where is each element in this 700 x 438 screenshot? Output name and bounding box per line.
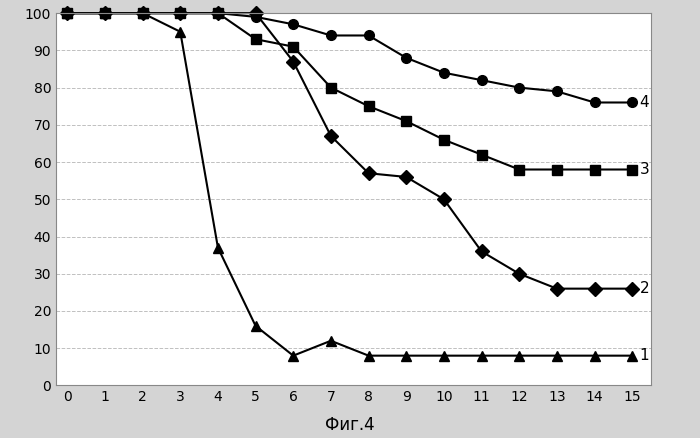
Text: 3: 3 bbox=[640, 162, 650, 177]
Text: Фиг.4: Фиг.4 bbox=[326, 416, 374, 434]
Text: 1: 1 bbox=[640, 348, 650, 363]
Text: 2: 2 bbox=[640, 281, 650, 296]
Text: 4: 4 bbox=[640, 95, 650, 110]
